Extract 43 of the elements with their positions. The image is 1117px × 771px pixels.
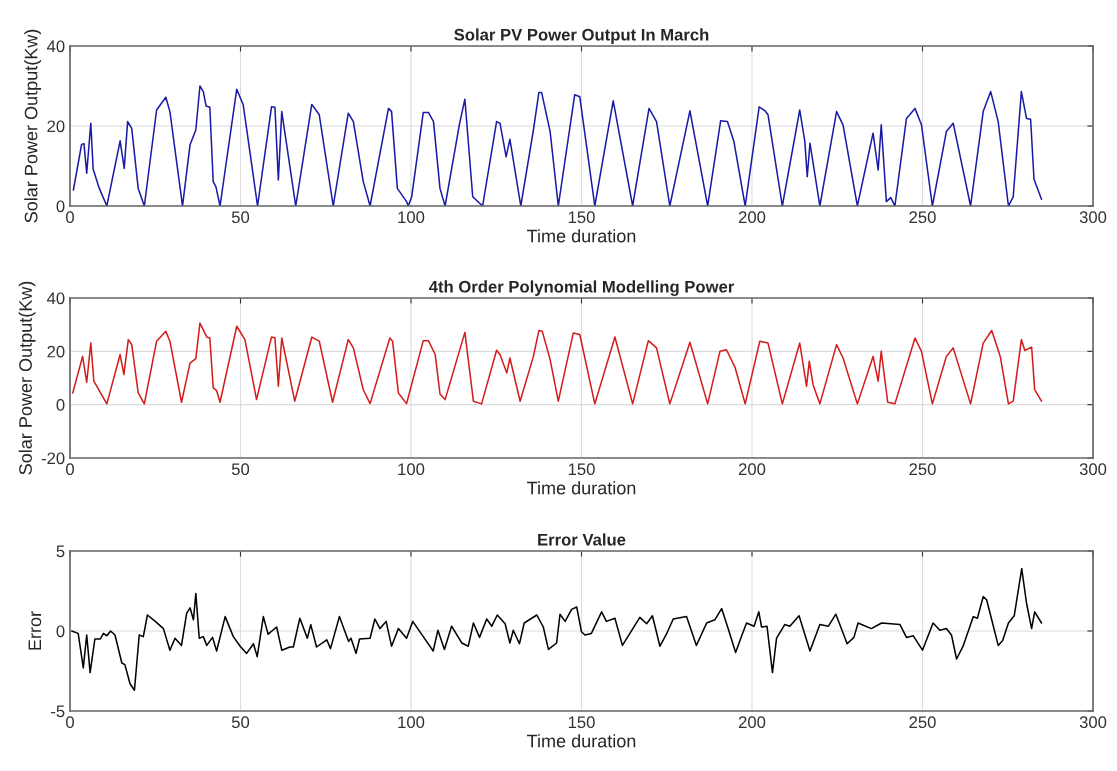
x-tick-label: 100 bbox=[398, 463, 425, 476]
x-tick-label: 0 bbox=[66, 463, 74, 476]
x-tick-label: 50 bbox=[231, 716, 250, 729]
y-tick-label: -5 bbox=[51, 705, 65, 718]
x-tick-label: 0 bbox=[66, 211, 74, 224]
x-tick-label: 0 bbox=[66, 716, 74, 729]
y-tick-label: 0 bbox=[56, 399, 65, 411]
x-tick-label: 250 bbox=[909, 716, 936, 729]
x-tick-label: 100 bbox=[398, 211, 425, 224]
x-tick-label: 200 bbox=[738, 463, 766, 476]
x-tick-label: 300 bbox=[1079, 716, 1107, 729]
line-series bbox=[70, 567, 1043, 691]
x-tick-label: 250 bbox=[909, 211, 936, 224]
x-tick-label: 300 bbox=[1079, 463, 1107, 476]
x-tick-label: 150 bbox=[568, 463, 595, 476]
x-tick-label: 50 bbox=[231, 463, 250, 476]
x-axis-title: Time duration bbox=[527, 734, 636, 748]
x-tick-label: 50 bbox=[231, 211, 250, 224]
line-series bbox=[71, 322, 1043, 405]
y-tick-label: 0 bbox=[56, 625, 65, 638]
chart-title: Error Value bbox=[538, 533, 626, 546]
y-tick-label: -20 bbox=[41, 452, 65, 465]
y-axis-title: Error bbox=[28, 611, 42, 650]
y-tick-label: 20 bbox=[47, 120, 65, 133]
x-tick-label: 150 bbox=[568, 211, 595, 224]
x-tick-label: 250 bbox=[909, 463, 936, 476]
y-axis-title: Solar Power Output(Kw) bbox=[18, 281, 36, 475]
line-series bbox=[72, 85, 1043, 206]
chart-title: Solar PV Power Output In March bbox=[454, 28, 709, 44]
y-tick-label: 40 bbox=[46, 40, 65, 53]
x-tick-label: 200 bbox=[738, 716, 766, 729]
y-tick-label: 5 bbox=[56, 545, 65, 558]
y-tick-label: 40 bbox=[46, 292, 65, 305]
x-axis-title: Time duration bbox=[527, 229, 636, 243]
x-axis-title: Time duration bbox=[527, 481, 636, 495]
chart-title: 4th Order Polynomial Modelling Power bbox=[428, 280, 735, 296]
y-axis-title: Solar Power Output(Kw) bbox=[24, 29, 42, 223]
x-tick-label: 100 bbox=[398, 716, 425, 729]
x-tick-label: 200 bbox=[738, 211, 766, 224]
y-tick-label: 20 bbox=[47, 345, 65, 358]
y-tick-label: 0 bbox=[56, 200, 65, 213]
x-tick-label: 300 bbox=[1079, 211, 1107, 224]
x-tick-label: 150 bbox=[568, 716, 595, 729]
